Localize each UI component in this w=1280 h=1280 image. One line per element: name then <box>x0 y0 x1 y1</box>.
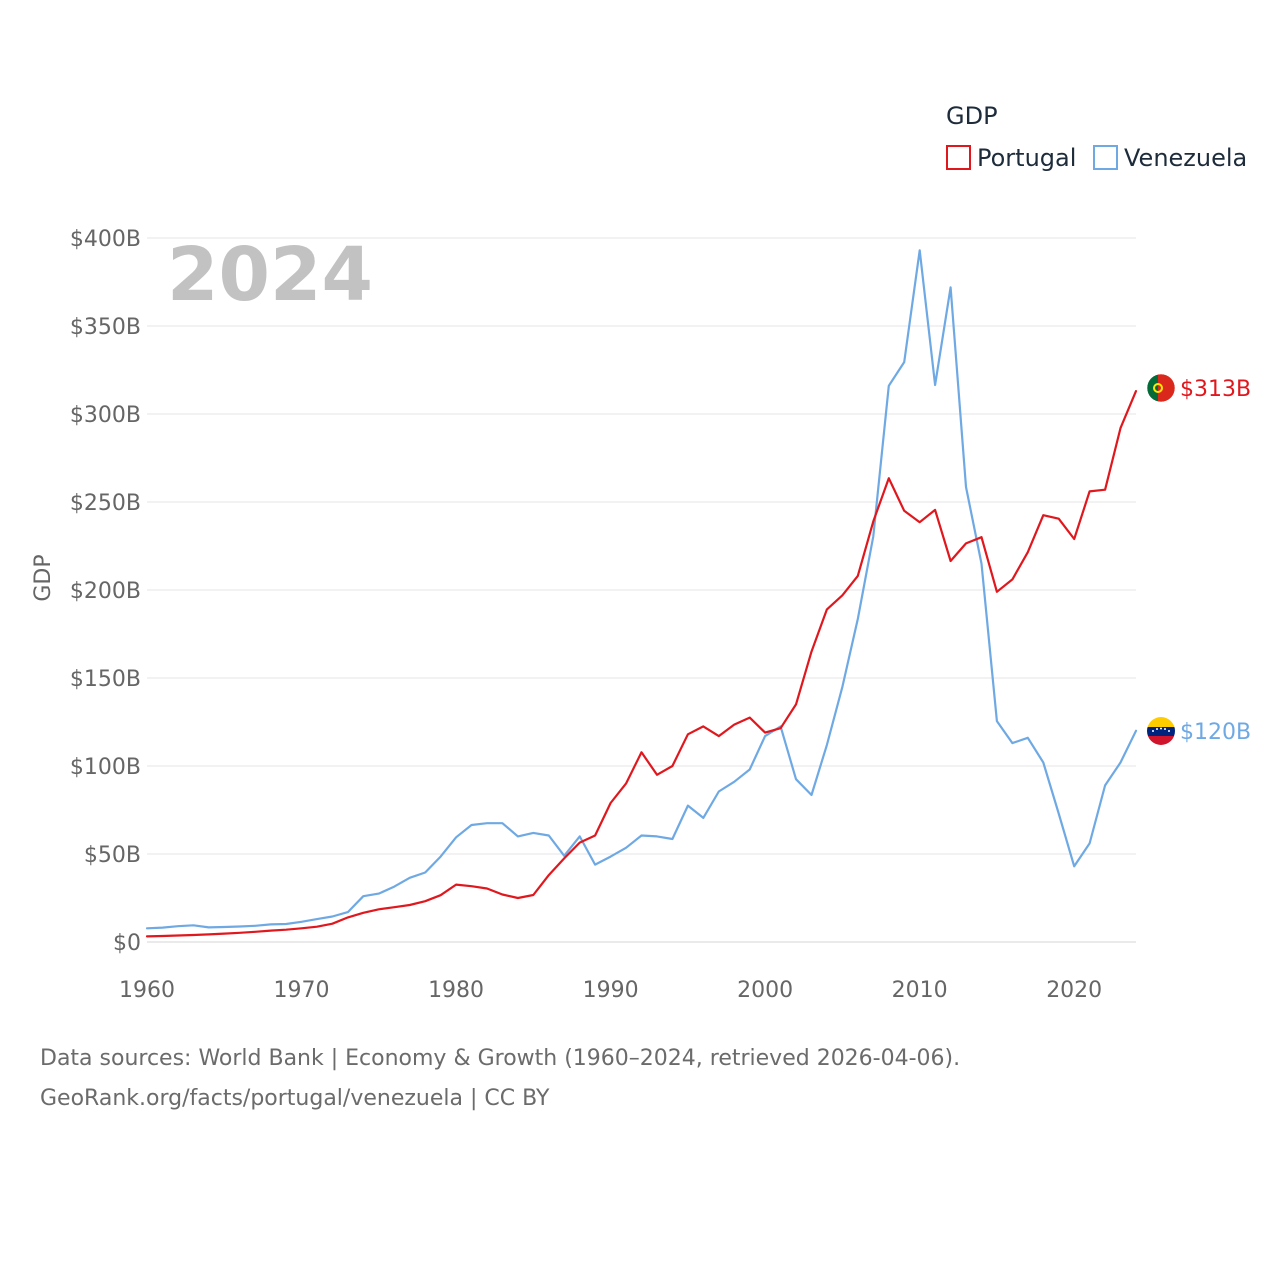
footer-attribution: GeoRank.org/facts/portugal/venezuela | C… <box>40 1086 550 1111</box>
venezuela-flag-icon <box>1147 717 1175 745</box>
gridlines <box>147 237 1136 943</box>
end-label-venezuela: $120B <box>1180 720 1251 745</box>
y-axis-ticks: $0 $50B $100B $150B $200B $250B $300B $350B $400… <box>70 227 141 956</box>
gdp-line-chart: GDP Portugal Venezuela GDP $0 $50B $100B $1… <box>31 102 1251 1003</box>
y-tick-label: $100B <box>70 755 141 780</box>
x-tick-label: 2020 <box>1046 978 1102 1003</box>
legend-title: GDP <box>946 102 998 130</box>
x-tick-label: 2000 <box>737 978 793 1003</box>
series-line-portugal <box>145 390 1138 938</box>
footer-sources: Data sources: World Bank | Economy & Gro… <box>40 1046 961 1071</box>
end-label-portugal: $313B <box>1180 377 1251 402</box>
series-line-venezuela <box>145 249 1138 930</box>
y-tick-label: $250B <box>70 491 141 516</box>
y-tick-label: $400B <box>70 227 141 252</box>
portugal-flag-icon <box>1146 373 1176 403</box>
year-watermark: 2024 <box>167 232 373 318</box>
y-tick-label: $200B <box>70 579 141 604</box>
y-axis-title: GDP <box>31 554 56 601</box>
legend-item-portugal[interactable]: Portugal <box>946 144 1076 172</box>
x-tick-label: 1970 <box>274 978 330 1003</box>
legend-item-venezuela[interactable]: Venezuela <box>1093 144 1247 172</box>
legend-label-portugal: Portugal <box>977 144 1076 172</box>
x-tick-label: 1980 <box>428 978 484 1003</box>
legend: GDP Portugal Venezuela <box>946 102 1247 172</box>
y-tick-label: $0 <box>113 931 141 956</box>
y-tick-label: $300B <box>70 403 141 428</box>
legend-swatch-portugal <box>946 145 971 170</box>
series-lines <box>145 249 1138 938</box>
x-tick-label: 1960 <box>119 978 175 1003</box>
legend-swatch-venezuela <box>1093 145 1118 170</box>
x-axis-ticks: 1960 1970 1980 1990 2000 2010 2020 <box>119 978 1102 1003</box>
legend-label-venezuela: Venezuela <box>1124 144 1247 172</box>
x-tick-label: 1990 <box>583 978 639 1003</box>
x-tick-label: 2010 <box>892 978 948 1003</box>
y-tick-label: $50B <box>84 843 141 868</box>
y-tick-label: $350B <box>70 315 141 340</box>
y-tick-label: $150B <box>70 667 141 692</box>
